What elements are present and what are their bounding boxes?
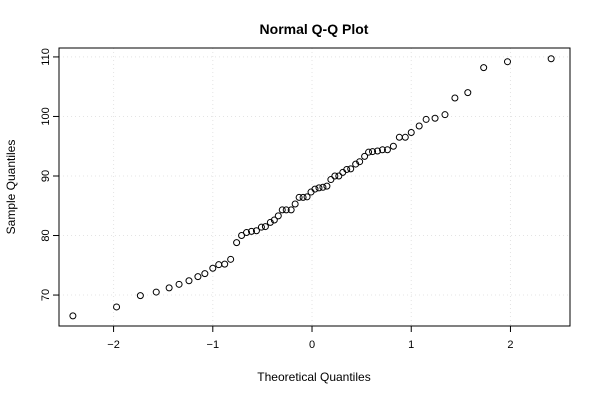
data-point (335, 172, 343, 180)
data-point (152, 288, 160, 296)
data-point (339, 168, 347, 176)
data-point (282, 206, 290, 214)
y-tick-label: 110 (40, 48, 52, 66)
data-point (243, 229, 251, 237)
y-axis: 70 80 90 100 110 (40, 48, 60, 301)
data-point (369, 148, 377, 156)
data-point (503, 58, 511, 66)
data-point (194, 273, 202, 281)
data-point (175, 280, 183, 288)
data-point (415, 122, 423, 130)
plot-box (58, 47, 571, 327)
data-point (113, 303, 121, 311)
data-point (185, 277, 193, 285)
data-point (383, 146, 391, 154)
data-point (315, 184, 323, 192)
data-point (365, 148, 373, 156)
x-tick-label: −1 (207, 339, 220, 351)
data-point (274, 212, 282, 220)
data-point (352, 160, 360, 168)
data-point (401, 133, 409, 141)
x-tick-label: 0 (309, 339, 315, 351)
data-point (343, 165, 351, 173)
data-point (395, 133, 403, 141)
data-point (270, 216, 278, 224)
data-point (307, 188, 315, 196)
data-points (69, 55, 555, 320)
data-point (227, 255, 235, 263)
data-point (215, 261, 223, 269)
data-point (331, 172, 339, 180)
x-axis-label: Theoretical Quantiles (257, 370, 370, 384)
data-point (451, 94, 459, 102)
data-point (299, 193, 307, 201)
data-point (303, 193, 311, 201)
data-point (319, 183, 327, 191)
chart-title: Normal Q-Q Plot (260, 21, 369, 37)
y-axis-label: Sample Quantiles (4, 140, 18, 235)
data-point (295, 193, 303, 201)
data-point (311, 185, 319, 193)
data-point (278, 206, 286, 214)
y-tick-label: 100 (40, 107, 52, 125)
data-point (252, 227, 260, 235)
data-point (547, 55, 555, 63)
data-point (347, 165, 355, 173)
data-point (361, 152, 369, 160)
data-point (233, 239, 241, 247)
data-point (201, 270, 209, 278)
y-tick-label: 80 (40, 229, 52, 241)
x-tick-label: −2 (107, 339, 120, 351)
data-point (422, 115, 430, 123)
y-tick-label: 70 (40, 289, 52, 301)
data-point (165, 284, 173, 292)
data-point (69, 312, 77, 320)
data-point (266, 218, 274, 226)
data-point (323, 182, 331, 190)
data-point (407, 129, 415, 137)
data-point (464, 89, 472, 97)
data-point (389, 142, 397, 150)
data-point (257, 223, 265, 231)
data-point (441, 111, 449, 119)
x-tick-label: 2 (507, 339, 513, 351)
y-tick-label: 90 (40, 170, 52, 182)
data-point (209, 264, 217, 272)
data-point (356, 158, 364, 166)
data-point (221, 260, 229, 268)
x-tick-label: 1 (408, 339, 414, 351)
data-point (374, 147, 382, 155)
grid-lines (59, 48, 570, 326)
data-point (136, 292, 144, 300)
data-point (238, 232, 246, 240)
data-point (431, 114, 439, 122)
x-axis: −2 −1 0 1 2 (107, 325, 514, 351)
data-point (261, 223, 269, 231)
data-point (327, 176, 335, 184)
data-point (378, 146, 386, 154)
data-point (287, 206, 295, 214)
data-point (247, 227, 255, 235)
data-point (291, 200, 299, 208)
data-point (480, 64, 488, 72)
